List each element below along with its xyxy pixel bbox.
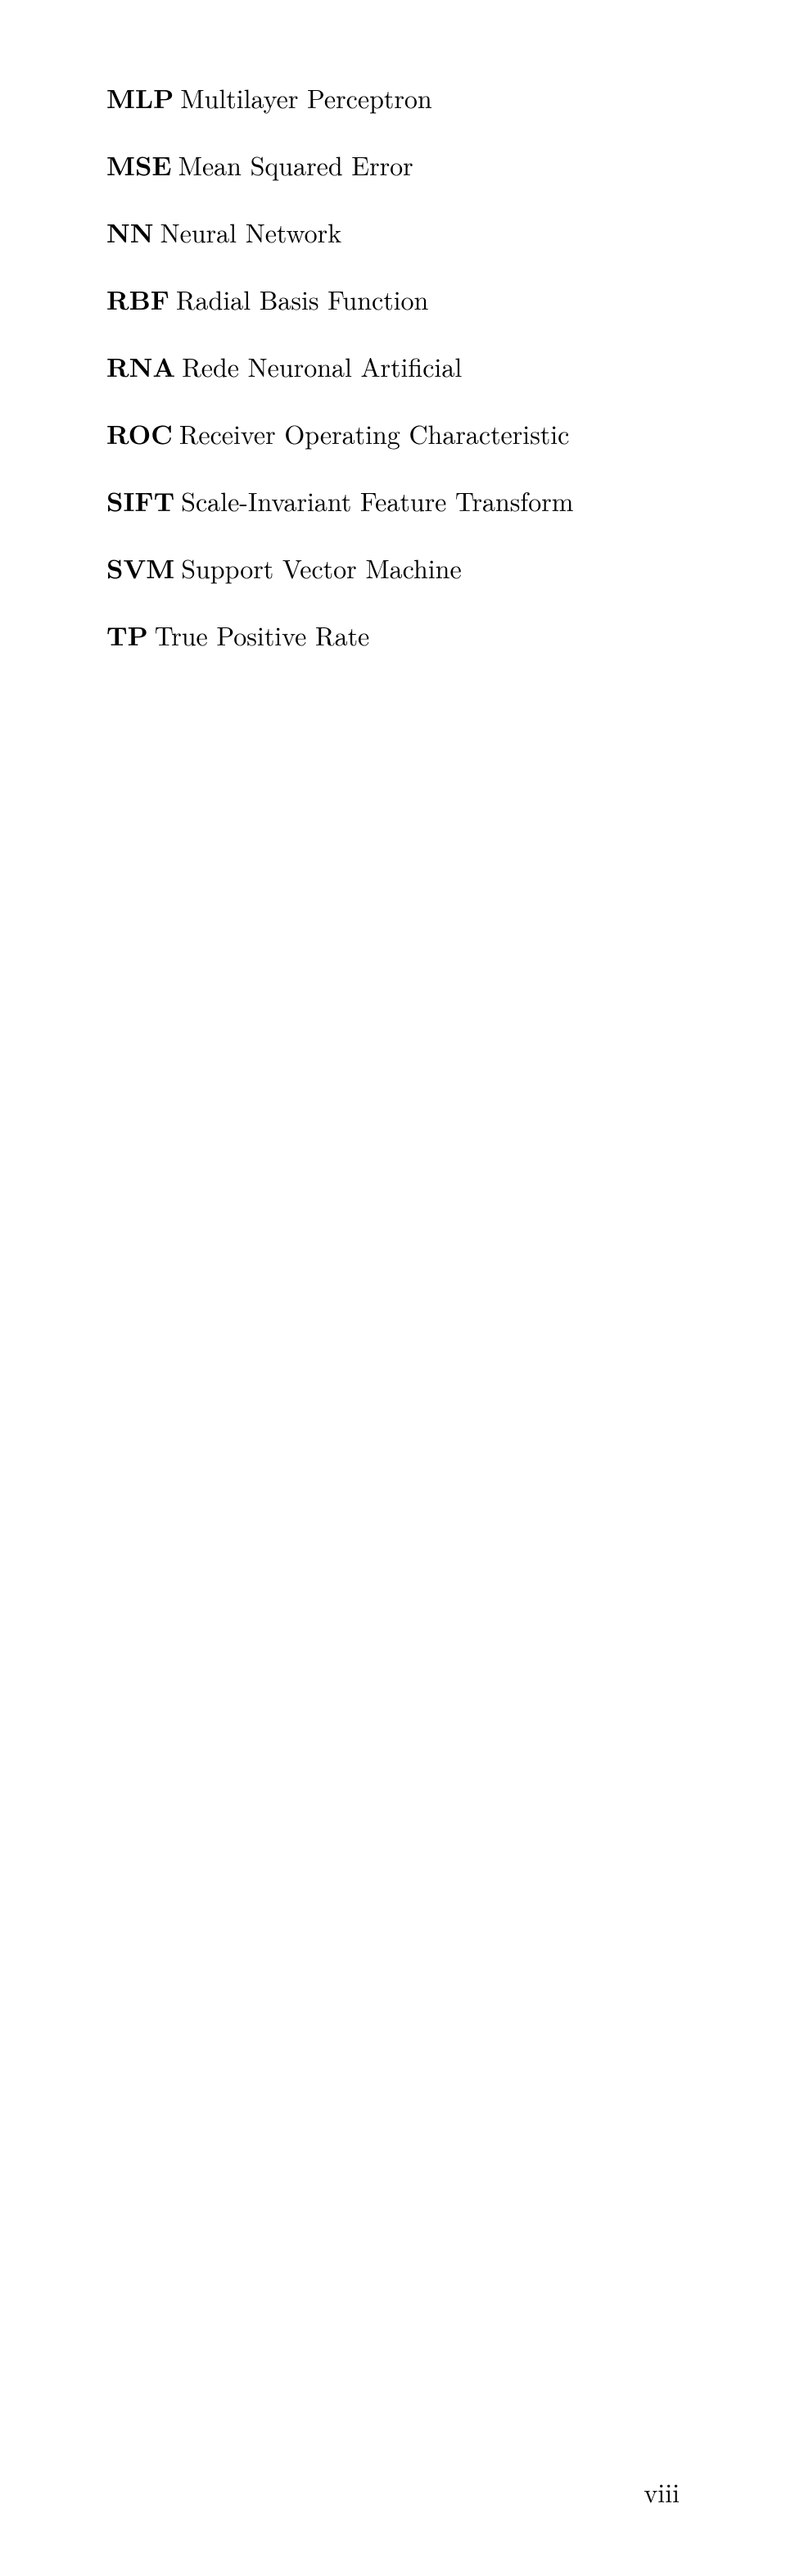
- abbrev-entry: MLPMultilayer Perceptron: [106, 82, 680, 115]
- page-number: viii: [644, 2474, 680, 2510]
- abbrev-expansion: Neural Network: [160, 214, 342, 251]
- abbrev-expansion: Mean Squared Error: [178, 147, 413, 183]
- abbrev-term: ROC: [106, 415, 179, 452]
- abbrev-expansion: True Positive Rate: [155, 617, 369, 654]
- abbrev-term: TP: [106, 617, 155, 654]
- abbrev-entry: RNARede Neuronal Artificial: [106, 351, 680, 383]
- abbrev-term: NN: [106, 214, 160, 251]
- abbrev-term: RNA: [106, 348, 182, 385]
- abbrev-entry: MSEMean Squared Error: [106, 149, 680, 182]
- abbrev-expansion: Scale-Invariant Feature Transform: [181, 482, 573, 519]
- abbrev-entry: ROCReceiver Operating Characteristic: [106, 418, 680, 450]
- abbrev-expansion: Radial Basis Function: [176, 281, 428, 318]
- abbrev-entry: TPTrue Positive Rate: [106, 619, 680, 652]
- abbrev-entry: SVMSupport Vector Machine: [106, 552, 680, 585]
- abbrev-term: SIFT: [106, 482, 181, 519]
- abbreviation-list: MLPMultilayer Perceptron MSEMean Squared…: [106, 82, 680, 652]
- abbrev-term: MLP: [106, 79, 180, 116]
- abbrev-expansion: Receiver Operating Characteristic: [179, 415, 570, 452]
- abbrev-entry: SIFTScale-Invariant Feature Transform: [106, 485, 680, 518]
- abbrev-entry: RBFRadial Basis Function: [106, 283, 680, 316]
- abbrev-entry: NNNeural Network: [106, 216, 680, 249]
- page: MLPMultilayer Perceptron MSEMean Squared…: [0, 0, 786, 2576]
- abbrev-expansion: Rede Neuronal Artificial: [182, 348, 462, 385]
- abbrev-term: SVM: [106, 550, 181, 586]
- abbrev-term: MSE: [106, 147, 178, 183]
- abbrev-expansion: Support Vector Machine: [181, 550, 461, 586]
- abbrev-term: RBF: [106, 281, 176, 318]
- abbrev-expansion: Multilayer Perceptron: [180, 79, 431, 116]
